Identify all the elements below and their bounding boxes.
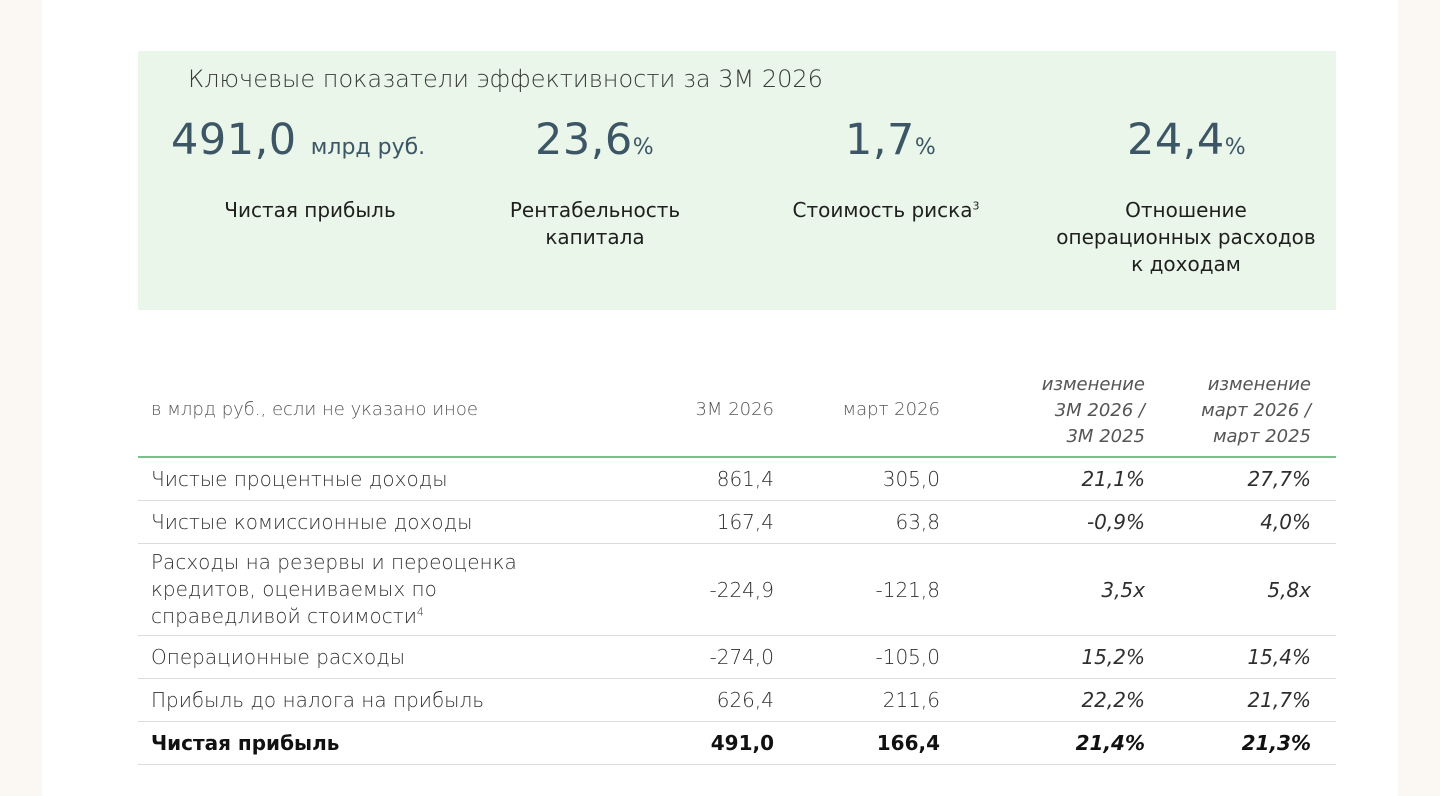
table-row: Чистые комиссионные доходы 167,4 63,8 -0… xyxy=(138,501,1336,544)
cell-change-3m: 21,4% xyxy=(1075,731,1145,755)
row-label: Операционные расходы xyxy=(151,644,406,669)
cell-change-3m: 15,2% xyxy=(1081,645,1145,669)
row-label-line: кредитов, оцениваемых по xyxy=(151,577,437,601)
cell-change-3m: 22,2% xyxy=(1081,688,1145,712)
cell-change-3m: 21,1% xyxy=(1081,467,1145,491)
cell-change-march: 21,3% xyxy=(1241,731,1311,755)
kpi-label-line: капитала xyxy=(545,225,645,249)
kpi-roe-label: Рентабельность капитала xyxy=(465,197,725,251)
header-col-3m-2026: 3М 2026 xyxy=(695,399,774,420)
cell-march-2026: 211,6 xyxy=(882,688,940,712)
financial-results-table: в млрд руб., если не указано иное 3М 202… xyxy=(138,370,1336,765)
row-label: Чистые процентные доходы xyxy=(151,466,448,491)
header-line: 3М 2025 xyxy=(1066,426,1145,447)
kpi-net-profit-label: Чистая прибыль xyxy=(180,197,440,224)
cell-3m-2026: 491,0 xyxy=(710,731,774,755)
cell-march-2026: 63,8 xyxy=(895,510,940,534)
kpi-roe-value: 23,6% xyxy=(535,115,654,165)
kpi-value-number: 24,4 xyxy=(1127,115,1225,165)
cell-march-2026: -105,0 xyxy=(875,645,940,669)
cell-3m-2026: -274,0 xyxy=(709,645,774,669)
row-label: Чистые комиссионные доходы xyxy=(151,509,473,534)
table-row: Чистые процентные доходы 861,4 305,0 21,… xyxy=(138,458,1336,501)
header-col-change-3m: изменение 3М 2026 / 3М 2025 xyxy=(1042,372,1145,450)
row-label-line: справедливой стоимости4 xyxy=(151,603,424,630)
header-col-march-2026: март 2026 xyxy=(842,399,940,420)
row-label: Расходы на резервы и переоценка кредитов… xyxy=(151,544,517,635)
header-line: март 2025 xyxy=(1212,426,1311,447)
cell-change-3m: 3,5x xyxy=(1101,577,1145,602)
kpi-value-unit: млрд руб. xyxy=(310,135,426,160)
kpi-cost-income-value: 24,4% xyxy=(1127,115,1246,165)
cell-change-3m: -0,9% xyxy=(1086,510,1145,534)
header-line: изменение xyxy=(1041,374,1145,395)
kpi-value-number: 23,6 xyxy=(535,115,633,165)
table-row-total: Чистая прибыль 491,0 166,4 21,4% 21,3% xyxy=(138,722,1336,765)
kpi-label-line: Чистая прибыль xyxy=(224,198,396,222)
kpi-value-number: 1,7 xyxy=(845,115,915,165)
cell-march-2026: 166,4 xyxy=(876,731,940,755)
row-label: Чистая прибыль xyxy=(151,730,340,755)
cell-change-march: 4,0% xyxy=(1260,510,1311,534)
cell-march-2026: -121,8 xyxy=(875,577,940,602)
row-label-line: Расходы на резервы и переоценка xyxy=(151,550,517,574)
kpi-label-line: Стоимость риска3 xyxy=(756,197,1016,224)
kpi-value-unit: % xyxy=(1224,135,1246,160)
cell-change-march: 5,8x xyxy=(1267,577,1311,602)
footnote-marker: 4 xyxy=(416,605,424,619)
kpi-label-line: операционных расходов xyxy=(1056,225,1316,249)
cell-march-2026: 305,0 xyxy=(882,467,940,491)
kpi-value-number: 491,0 xyxy=(171,115,297,165)
table-row: Операционные расходы -274,0 -105,0 15,2%… xyxy=(138,636,1336,679)
cell-3m-2026: 626,4 xyxy=(716,688,774,712)
row-label: Прибыль до налога на прибыль xyxy=(151,687,485,712)
kpi-panel: Ключевые показатели эффективности за 3М … xyxy=(138,51,1336,310)
row-label-text: справедливой стоимости xyxy=(151,604,417,628)
kpi-label-line: к доходам xyxy=(1131,252,1241,276)
header-line: 3М 2026 / xyxy=(1054,400,1145,421)
kpi-label-line: Рентабельность xyxy=(509,198,681,222)
kpi-value-unit: % xyxy=(914,135,936,160)
table-header: в млрд руб., если не указано иное 3М 202… xyxy=(138,370,1336,458)
kpi-cost-income-label: Отношение операционных расходов к дохода… xyxy=(1046,197,1326,278)
cell-3m-2026: -224,9 xyxy=(709,577,774,602)
kpi-title: Ключевые показатели эффективности за 3М … xyxy=(188,65,823,93)
header-line: март 2026 / xyxy=(1201,400,1311,421)
cell-change-march: 27,7% xyxy=(1247,467,1311,491)
kpi-label-line: Отношение xyxy=(1125,198,1247,222)
header-col-change-march: изменение март 2026 / март 2025 xyxy=(1201,372,1311,450)
kpi-cost-of-risk-label: Стоимость риска3 xyxy=(756,197,1016,224)
header-line: изменение xyxy=(1207,374,1311,395)
kpi-net-profit-value: 491,0 млрд руб. xyxy=(171,115,425,165)
page-card: Ключевые показатели эффективности за 3М … xyxy=(42,0,1398,796)
kpi-value-unit: % xyxy=(632,135,654,160)
cell-3m-2026: 861,4 xyxy=(716,467,774,491)
cell-3m-2026: 167,4 xyxy=(716,510,774,534)
footnote-marker: 3 xyxy=(972,199,980,213)
kpi-cost-of-risk-value: 1,7% xyxy=(845,115,936,165)
cell-change-march: 21,7% xyxy=(1247,688,1311,712)
header-units-label: в млрд руб., если не указано иное xyxy=(151,399,478,420)
table-row: Прибыль до налога на прибыль 626,4 211,6… xyxy=(138,679,1336,722)
table-row: Расходы на резервы и переоценка кредитов… xyxy=(138,544,1336,636)
cell-change-march: 15,4% xyxy=(1247,645,1311,669)
kpi-label-text: Стоимость риска xyxy=(792,198,973,222)
